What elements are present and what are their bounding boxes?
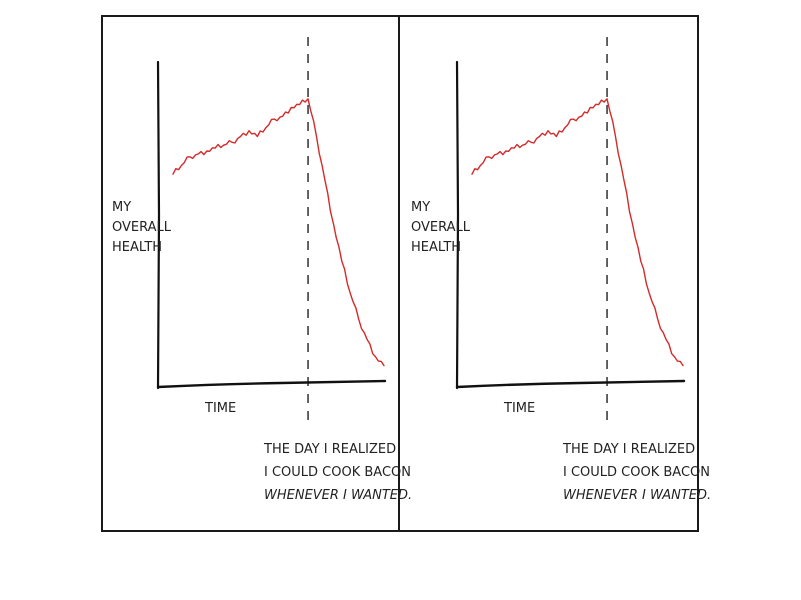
y-axis — [455, 60, 460, 390]
event-annotation: THE DAY I REALIZED I COULD COOK BACON WH… — [264, 438, 412, 507]
annotation-line: THE DAY I REALIZED — [563, 442, 696, 457]
y-axis-label: MY OVERALL HEALTH — [411, 198, 470, 258]
x-axis — [455, 379, 686, 389]
y-label-line: HEALTH — [411, 240, 462, 255]
annotation-line: THE DAY I REALIZED — [264, 442, 397, 457]
y-label-line: OVERALL — [411, 220, 470, 235]
annotation-line: WHENEVER I WANTED. — [563, 488, 712, 503]
health-series-line — [172, 98, 385, 367]
comic-panel-right: MY OVERALL HEALTH TIME THE DAY I REALIZE… — [400, 15, 711, 532]
x-axis — [156, 379, 387, 389]
health-series-line — [471, 98, 684, 367]
x-axis-label: TIME — [504, 401, 536, 416]
y-label-line: MY — [411, 200, 431, 215]
y-axis-label: MY OVERALL HEALTH — [112, 198, 171, 258]
annotation-line: I COULD COOK BACON — [563, 465, 710, 480]
annotation-line: WHENEVER I WANTED. — [264, 488, 413, 503]
y-label-line: MY — [112, 200, 132, 215]
event-annotation: THE DAY I REALIZED I COULD COOK BACON WH… — [563, 438, 711, 507]
annotation-line: I COULD COOK BACON — [264, 465, 411, 480]
comic-frame — [101, 15, 699, 532]
y-label-line: HEALTH — [112, 240, 163, 255]
comic-panel-left: MY OVERALL HEALTH TIME THE DAY I REALIZE… — [101, 15, 412, 532]
health-chart — [156, 37, 387, 423]
panel-divider — [398, 15, 400, 532]
health-chart — [455, 37, 686, 423]
y-label-line: OVERALL — [112, 220, 171, 235]
x-axis-label: TIME — [205, 401, 237, 416]
y-axis — [156, 60, 161, 390]
